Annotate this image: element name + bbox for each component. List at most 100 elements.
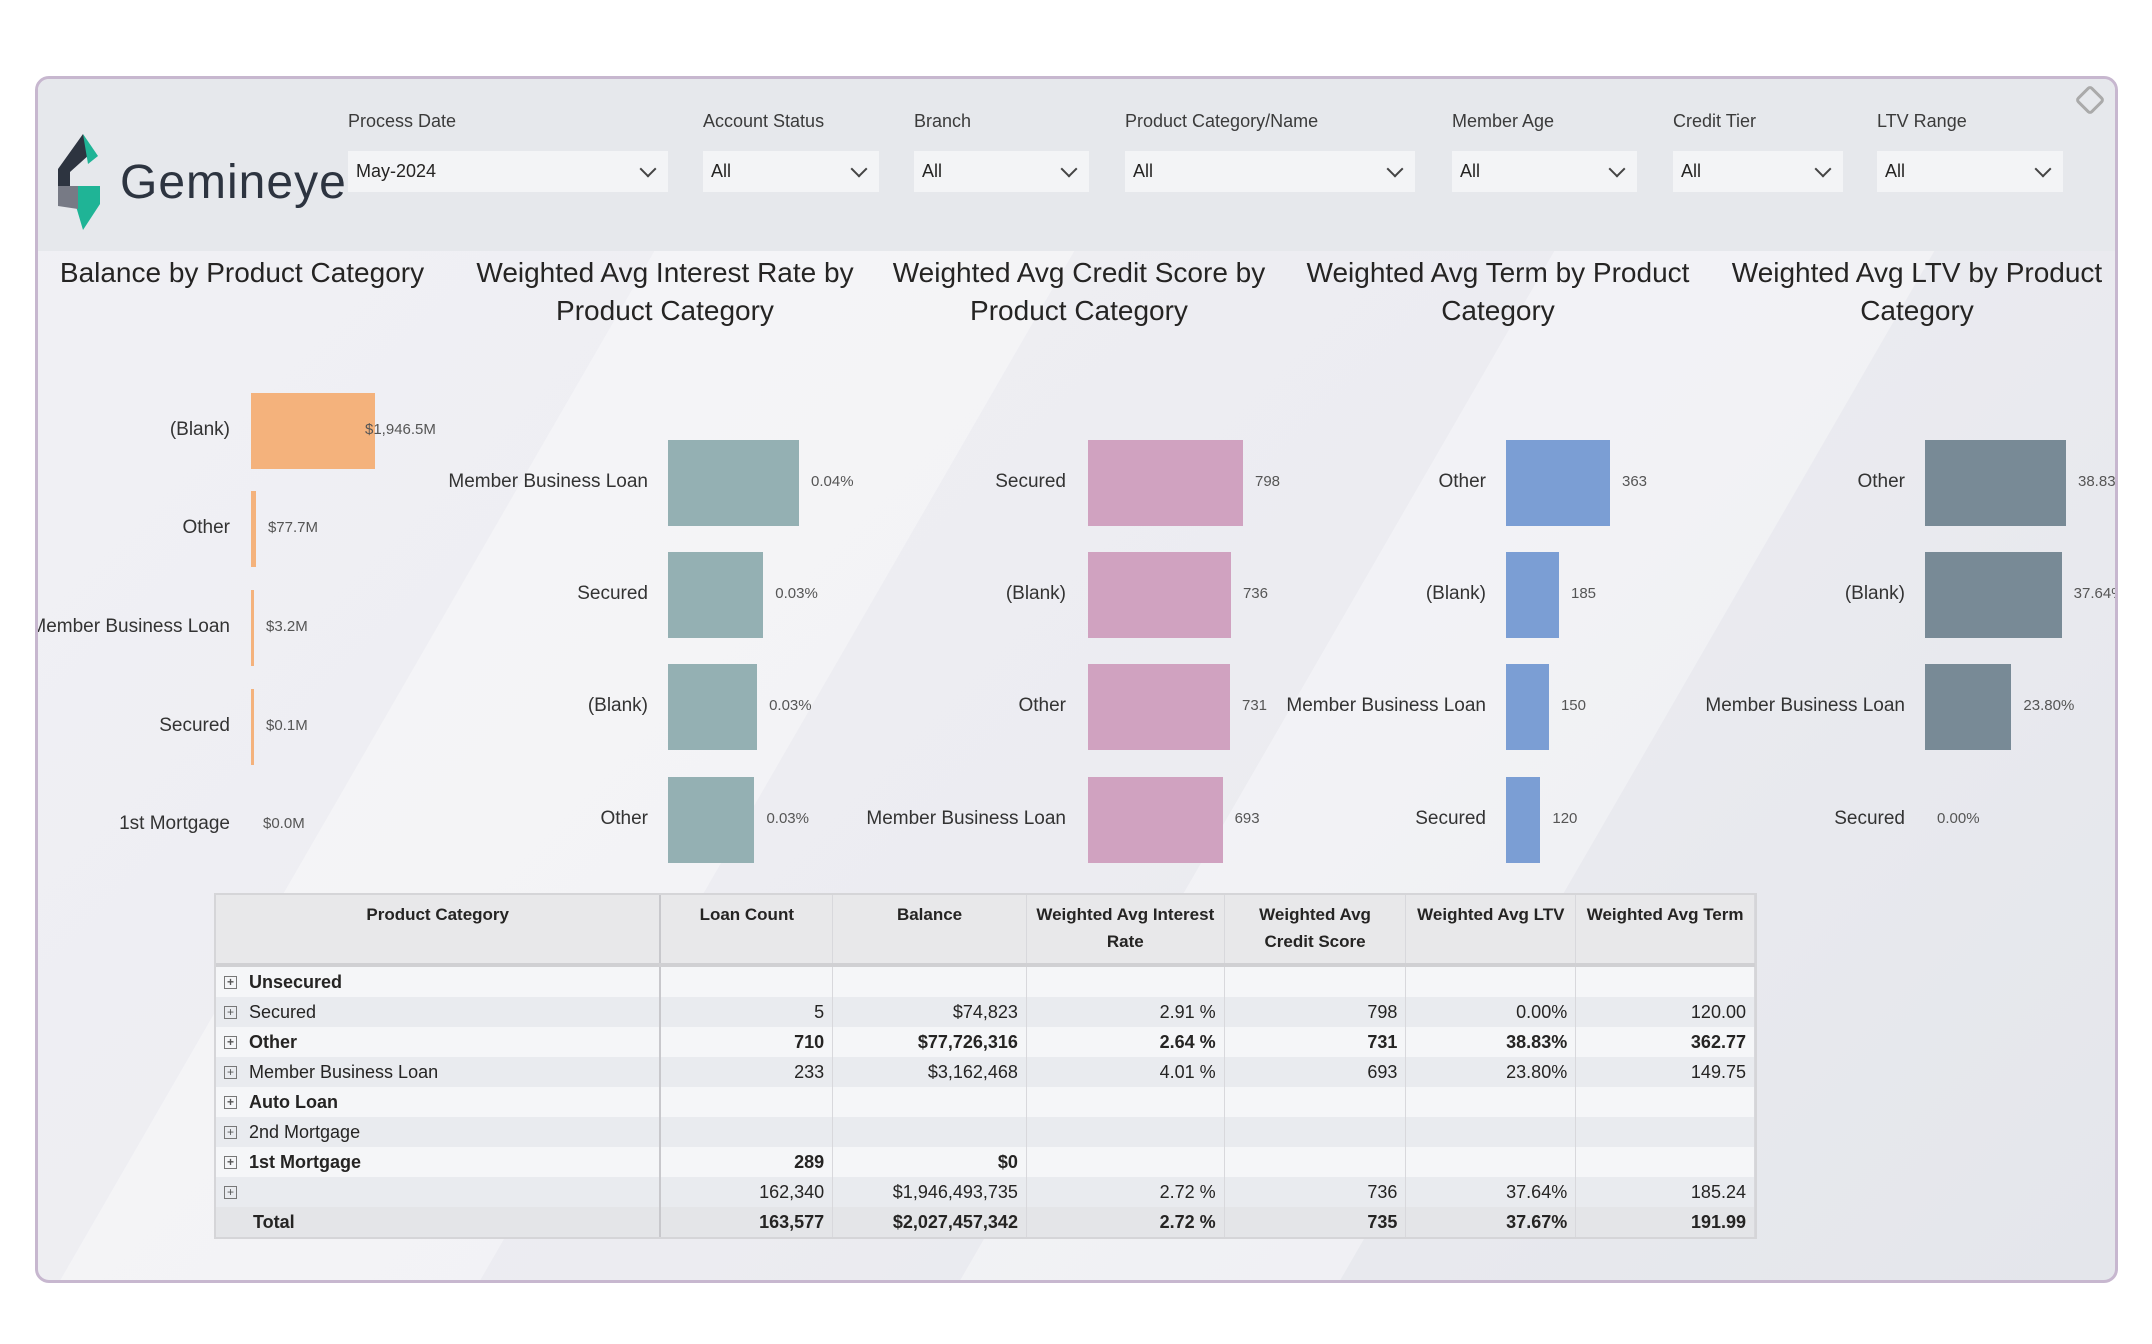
table-cell bbox=[833, 1117, 1027, 1147]
cell-text: $2,027,457,342 bbox=[892, 1211, 1018, 1232]
table-cell: 710 bbox=[661, 1027, 834, 1057]
filter-value: All bbox=[1133, 161, 1154, 181]
table-header: Product Category Loan Count Balance Weighte… bbox=[216, 895, 1755, 967]
table-cell: 185.24 bbox=[1576, 1177, 1755, 1207]
table-cell: 162,340 bbox=[661, 1177, 834, 1207]
column-header[interactable]: Weighted Avg Term bbox=[1576, 895, 1755, 963]
row-header[interactable]: + Secured bbox=[216, 997, 662, 1027]
filter-dropdown[interactable]: All bbox=[914, 151, 1089, 192]
column-header[interactable]: Weighted Avg Interest Rate bbox=[1027, 895, 1225, 963]
table-row: + Other 710 $77,726,316 2.64 % 731 38.83% 362.7… bbox=[216, 1027, 1755, 1057]
cell-text: 163,577 bbox=[759, 1211, 825, 1232]
bar[interactable] bbox=[668, 664, 758, 750]
category-label: (Blank) bbox=[1844, 583, 1905, 604]
bar[interactable] bbox=[251, 393, 375, 469]
cell-text: 0.00% bbox=[1516, 1001, 1568, 1022]
row-header[interactable]: +2nd Mortgage bbox=[216, 1117, 662, 1147]
expand-icon[interactable]: + bbox=[224, 1125, 237, 1139]
category-label: Member Business Loan bbox=[35, 616, 230, 637]
bar[interactable] bbox=[1506, 777, 1541, 863]
row-header[interactable]: +1st Mortgage bbox=[216, 1147, 662, 1177]
pin-icon[interactable] bbox=[2074, 84, 2106, 116]
bar[interactable] bbox=[1088, 664, 1230, 750]
gemineye-logo-icon bbox=[58, 134, 100, 230]
row-header[interactable]: + Unsecured bbox=[216, 967, 662, 997]
table-cell: 5 bbox=[661, 997, 834, 1027]
cell-text: 4.01 % bbox=[1159, 1061, 1216, 1082]
bar[interactable] bbox=[1088, 777, 1223, 863]
table-cell bbox=[1225, 1087, 1407, 1117]
total-label: Total bbox=[216, 1207, 662, 1237]
filter-dropdown[interactable]: All bbox=[1452, 151, 1637, 192]
column-header[interactable]: Weighted Avg Credit Score bbox=[1225, 895, 1407, 963]
filter-dropdown[interactable]: All bbox=[703, 151, 879, 192]
table-cell: 289 bbox=[661, 1147, 834, 1177]
cell-text: 38.83% bbox=[1506, 1031, 1568, 1052]
data-label: 0.03% bbox=[769, 697, 812, 714]
cell-text: Total bbox=[253, 1211, 295, 1232]
cell-text: 2.72 % bbox=[1159, 1211, 1216, 1232]
bar[interactable] bbox=[1925, 552, 2062, 638]
category-label: Other bbox=[600, 808, 648, 829]
data-label: 0.04% bbox=[811, 473, 854, 490]
table-row: + Unsecured bbox=[216, 967, 1755, 997]
filter-label: Product Category/Name bbox=[1125, 111, 1319, 131]
cell-text: 233 bbox=[794, 1061, 825, 1082]
expand-icon[interactable]: + bbox=[224, 1035, 237, 1049]
bar[interactable] bbox=[251, 590, 254, 666]
column-header[interactable]: Product Category bbox=[216, 895, 662, 963]
bar[interactable] bbox=[251, 491, 256, 567]
filter-dropdown[interactable]: All bbox=[1125, 151, 1415, 192]
table-cell: 23.80% bbox=[1406, 1057, 1577, 1087]
bar[interactable] bbox=[1088, 552, 1231, 638]
filter-dropdown[interactable]: All bbox=[1877, 151, 2063, 192]
filter-value: All bbox=[1885, 161, 1906, 181]
bar[interactable] bbox=[668, 440, 799, 526]
chevron-down-icon bbox=[1814, 160, 1832, 177]
category-label: Secured bbox=[1834, 808, 1905, 829]
row-header[interactable]: + Auto Loan bbox=[216, 1087, 662, 1117]
bar[interactable] bbox=[1925, 440, 2066, 526]
row-header[interactable]: + Member Business Loan bbox=[216, 1057, 662, 1087]
filter-product-category-name: Product Category/Name All bbox=[1125, 111, 1415, 192]
column-header[interactable]: Loan Count bbox=[661, 895, 834, 963]
data-label: $0.0M bbox=[263, 815, 305, 832]
filter-label: Process Date bbox=[348, 111, 457, 131]
table-cell: 149.75 bbox=[1576, 1057, 1755, 1087]
table-cell: 4.01 % bbox=[1027, 1057, 1225, 1087]
bar[interactable] bbox=[251, 689, 254, 765]
row-header[interactable]: + Other bbox=[216, 1027, 662, 1057]
bar[interactable] bbox=[668, 777, 755, 863]
cell-text: 735 bbox=[1367, 1211, 1398, 1232]
brand-name: Gemineye bbox=[120, 155, 347, 209]
bar[interactable] bbox=[1925, 664, 2012, 750]
bar[interactable] bbox=[1506, 664, 1549, 750]
column-header[interactable]: Weighted Avg LTV bbox=[1406, 895, 1577, 963]
total-cell: 163,577 bbox=[661, 1207, 834, 1237]
filter-dropdown[interactable]: May-2024 bbox=[348, 151, 668, 192]
filter-branch: Branch All bbox=[914, 111, 1089, 192]
filter-label: Credit Tier bbox=[1673, 111, 1757, 131]
product-category-matrix: Product Category Loan Count Balance Weighte… bbox=[214, 893, 1757, 1239]
cell-text: 185.24 bbox=[1690, 1181, 1746, 1202]
expand-icon[interactable]: + bbox=[224, 975, 237, 989]
bar[interactable] bbox=[668, 552, 764, 638]
table-cell bbox=[1406, 1087, 1577, 1117]
expand-icon[interactable]: + bbox=[224, 1095, 237, 1109]
filter-label: LTV Range bbox=[1877, 111, 1967, 131]
filter-dropdown[interactable]: All bbox=[1673, 151, 1843, 192]
chevron-down-icon bbox=[639, 160, 657, 177]
row-header[interactable]: + bbox=[216, 1177, 662, 1207]
expand-icon[interactable]: + bbox=[224, 1155, 237, 1169]
expand-icon[interactable]: + bbox=[224, 1185, 237, 1199]
cell-text: 23.80% bbox=[1506, 1061, 1568, 1082]
expand-icon[interactable]: + bbox=[224, 1005, 237, 1019]
bar[interactable] bbox=[1506, 552, 1559, 638]
data-label: 37.64% bbox=[2073, 585, 2115, 602]
category-label: Member Business Loan bbox=[1705, 695, 1905, 716]
bar[interactable] bbox=[1088, 440, 1243, 526]
bar[interactable] bbox=[1506, 440, 1610, 526]
table-cell bbox=[1576, 1087, 1755, 1117]
column-header[interactable]: Balance bbox=[833, 895, 1027, 963]
expand-icon[interactable]: + bbox=[224, 1065, 237, 1079]
